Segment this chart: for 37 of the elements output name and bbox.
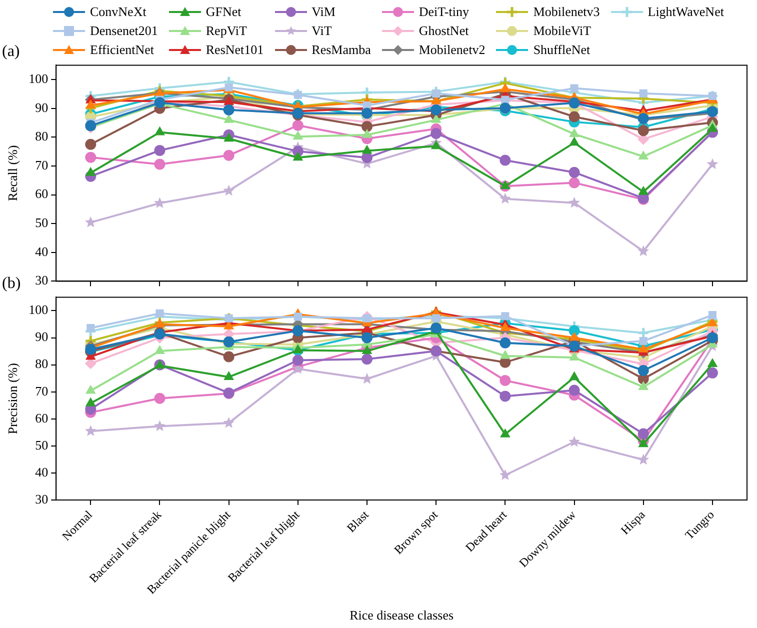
- legend-label: ConvNeXt: [90, 4, 146, 20]
- legend-label: MobileViT: [533, 22, 592, 38]
- legend-label: LightWaveNet: [648, 4, 724, 20]
- legend-label: Densenet201: [90, 22, 158, 38]
- y-axis-title: Precision (%): [5, 363, 20, 434]
- y-tick-label: 70: [35, 383, 48, 398]
- y-tick-label: 40: [35, 464, 48, 480]
- legend-label: RepViT: [206, 22, 247, 38]
- legend-label: DeiT-tiny: [418, 4, 469, 20]
- y-tick-label: 80: [35, 356, 48, 372]
- y-tick-label: 50: [35, 437, 48, 452]
- y-tick-label: 60: [35, 410, 48, 426]
- y-tick-label: 60: [35, 186, 48, 202]
- chart-title: (b): [2, 274, 21, 292]
- legend-label: ViM: [312, 4, 336, 20]
- legend-label: ResNet101: [206, 42, 264, 58]
- y-tick-label: 30: [35, 491, 48, 506]
- legend-label: EfficientNet: [90, 42, 154, 58]
- y-tick-label: 100: [28, 71, 48, 86]
- legend-label: ResMamba: [312, 42, 371, 58]
- y-axis-title: Recall (%): [5, 145, 20, 202]
- legend-label: ViT: [312, 22, 332, 38]
- legend-label: Mobilenetv2: [418, 42, 486, 58]
- y-tick-label: 90: [35, 329, 48, 344]
- y-tick-label: 30: [35, 272, 48, 288]
- chart-title: (a): [2, 42, 20, 60]
- y-tick-label: 90: [35, 100, 48, 115]
- y-tick-label: 50: [35, 215, 48, 230]
- y-tick-label: 40: [35, 244, 48, 259]
- legend-label: GFNet: [206, 4, 242, 20]
- legend-label: Mobilenetv3: [533, 4, 600, 20]
- x-axis-title: Rice disease classes: [350, 608, 454, 623]
- y-tick-label: 80: [35, 128, 48, 144]
- legend-label: ShuffleNet: [533, 42, 590, 58]
- y-tick-label: 100: [28, 302, 48, 318]
- y-tick-label: 70: [35, 157, 48, 172]
- legend-label: GhostNet: [418, 22, 469, 38]
